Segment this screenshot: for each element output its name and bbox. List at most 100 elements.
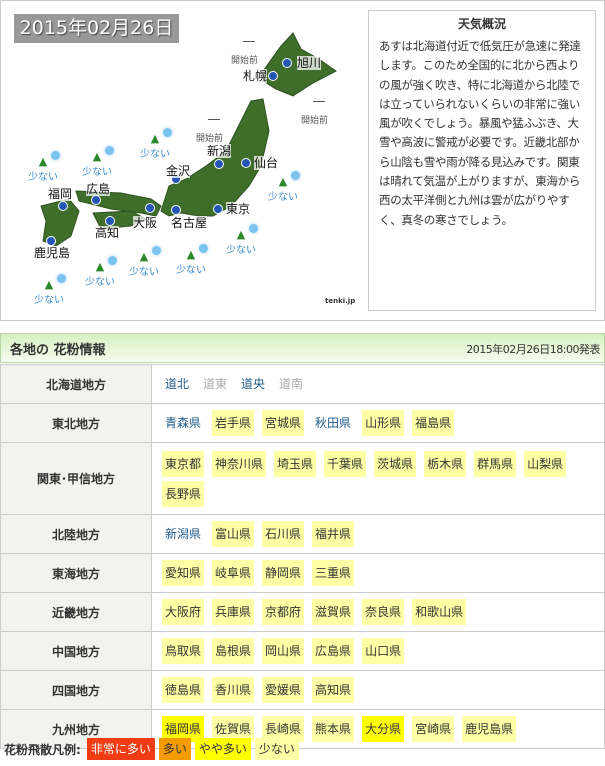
pollen-bubble-icon [152,246,161,255]
region-row: 関東･甲信地方 東京都 神奈川県 埼玉県 千葉県 茨城県 栃木県 群馬県 山梨県長野県 [0,442,605,515]
city-marker [282,58,292,68]
prefecture-link[interactable]: 埼玉県 [274,450,317,477]
prefecture-list: 福岡県 佐賀県 長崎県 熊本県 大分県 宮崎県 鹿児島県 [151,709,605,749]
prefecture-link[interactable]: 大分県 [362,716,405,742]
pollen-few-label: 少ない [129,267,159,278]
prefecture-link[interactable]: 兵庫県 [212,599,255,625]
not-started-label-hokkaido-north: 開始前 [231,41,258,66]
city-label: 広島 [86,182,111,196]
region-name: 東北地方 [0,403,152,443]
prefecture-link[interactable]: 岩手県 [212,410,255,436]
prefecture-link[interactable]: 長野県 [162,480,205,507]
prefecture-link[interactable]: 栃木県 [424,450,467,477]
prefecture-link[interactable]: 大阪府 [162,599,205,625]
prefecture-link[interactable]: 東京都 [162,450,205,477]
region-row: 東海地方 愛知県 岐阜県 静岡県 三重県 [0,553,605,593]
prefecture-link[interactable]: 千葉県 [324,450,367,477]
city-label: 旭川 [297,56,322,70]
pollen-few-marker: ▲ 少ない [221,228,261,257]
city-marker [145,203,155,213]
city-label: 鹿児島 [34,246,71,260]
prefecture-link[interactable]: 福井県 [312,521,355,547]
city-label: 福岡 [48,187,73,201]
pollen-bubble-icon [108,256,117,265]
prefecture-link[interactable]: 鳥取県 [162,638,205,664]
pollen-few-marker: ▲ 少ない [263,175,303,204]
prefecture-list: 大阪府 兵庫県 京都府 滋賀県 奈良県 和歌山県 [151,592,605,632]
tree-icon: ▲ [38,155,48,168]
prefecture-link[interactable]: 福岡県 [162,716,205,742]
prefecture-link[interactable]: 福島県 [412,410,455,436]
prefecture-link[interactable]: 奈良県 [362,599,405,625]
prefecture-link[interactable]: 道東 [203,377,228,391]
prefecture-list: 鳥取県 島根県 岡山県 広島県 山口県 [151,631,605,671]
prefecture-link[interactable]: 新潟県 [165,527,202,541]
legend-item: やや多い [194,738,251,760]
prefecture-link[interactable]: 宮崎県 [412,716,455,742]
city-marker [58,201,68,211]
prefecture-link[interactable]: 道南 [279,377,304,391]
city-marker [46,236,56,246]
pollen-bubble-icon [199,244,208,253]
prefecture-link[interactable]: 京都府 [262,599,305,625]
pollen-few-marker: ▲ 少ない [80,260,120,289]
prefecture-link[interactable]: 和歌山県 [412,599,467,625]
pollen-few-label: 少ない [34,295,64,306]
prefecture-link[interactable]: 石川県 [262,521,305,547]
region-row: 九州地方 福岡県 佐賀県 長崎県 熊本県 大分県 宮崎県 鹿児島県 [0,709,605,749]
prefecture-link[interactable]: 道北 [165,377,190,391]
pollen-legend: 花粉飛散凡例: 非常に多い 多い やや多い 少ない [4,738,303,760]
prefecture-link[interactable]: 佐賀県 [212,716,255,742]
prefecture-link[interactable]: 山口県 [362,638,405,664]
prefecture-link[interactable]: 道央 [241,377,266,391]
prefecture-link[interactable]: 島根県 [212,638,255,664]
prefecture-link[interactable]: 群馬県 [474,450,517,477]
prefecture-link[interactable]: 宮城県 [262,410,305,436]
prefecture-link[interactable]: 三重県 [312,560,355,586]
city-marker [105,216,115,226]
tree-icon: ▲ [236,228,246,241]
prefecture-link[interactable]: 香川県 [212,677,255,703]
prefecture-link[interactable]: 山形県 [362,410,405,436]
prefecture-link[interactable]: 高知県 [312,677,355,703]
pollen-few-marker: ▲ 少ない [124,250,164,279]
prefecture-link[interactable]: 富山県 [212,521,255,547]
pollen-few-label: 少ない [82,167,112,178]
prefecture-link[interactable]: 愛媛県 [262,677,305,703]
prefecture-link[interactable]: 徳島県 [162,677,205,703]
prefecture-link[interactable]: 岡山県 [262,638,305,664]
pollen-few-label: 少ない [140,149,170,160]
prefecture-link[interactable]: 青森県 [165,416,202,430]
prefecture-link[interactable]: 広島県 [312,638,355,664]
city-marker [91,195,101,205]
prefecture-link[interactable]: 静岡県 [262,560,305,586]
region-row: 四国地方 徳島県 香川県 愛媛県 高知県 [0,670,605,710]
city-label: 大阪 [133,216,158,230]
prefecture-link[interactable]: 鹿児島県 [462,716,517,742]
pollen-bubble-icon [249,224,258,233]
prefecture-link[interactable]: 長崎県 [262,716,305,742]
prefecture-list: 新潟県 富山県 石川県 福井県 [151,514,605,554]
not-started-label-hokkaido-south: 開始前 [196,119,223,144]
pollen-bubble-icon [291,171,300,180]
tree-icon: ▲ [278,175,288,188]
prefecture-link[interactable]: 熊本県 [312,716,355,742]
prefecture-link[interactable]: 愛知県 [162,560,205,586]
pollen-table: 北海道地方 道北 道東 道央 道南 東北地方 青森県 岩手県 宮城県 秋田県 山形県 福島県 関東･甲信… [0,364,605,749]
prefecture-link[interactable]: 秋田県 [315,416,352,430]
tree-icon: ▲ [139,250,149,263]
tree-icon: ▲ [95,260,105,273]
prefecture-link[interactable]: 滋賀県 [312,599,355,625]
prefecture-list: 徳島県 香川県 愛媛県 高知県 [151,670,605,710]
city-marker [241,158,251,168]
prefecture-link[interactable]: 山梨県 [524,450,567,477]
prefecture-link[interactable]: 茨城県 [374,450,417,477]
weather-summary-box: 天気概況 あすは北海道付近で低気圧が急速に発達します。このため全国的に北から西よ… [368,10,596,311]
prefecture-link[interactable]: 神奈川県 [212,450,267,477]
prefecture-link[interactable]: 岐阜県 [212,560,255,586]
region-name: 九州地方 [0,709,152,749]
pollen-few-label: 少ない [85,277,115,288]
prefecture-list: 東京都 神奈川県 埼玉県 千葉県 茨城県 栃木県 群馬県 山梨県長野県 [151,442,605,515]
region-name: 中国地方 [0,631,152,671]
region-row: 中国地方 鳥取県 島根県 岡山県 広島県 山口県 [0,631,605,671]
